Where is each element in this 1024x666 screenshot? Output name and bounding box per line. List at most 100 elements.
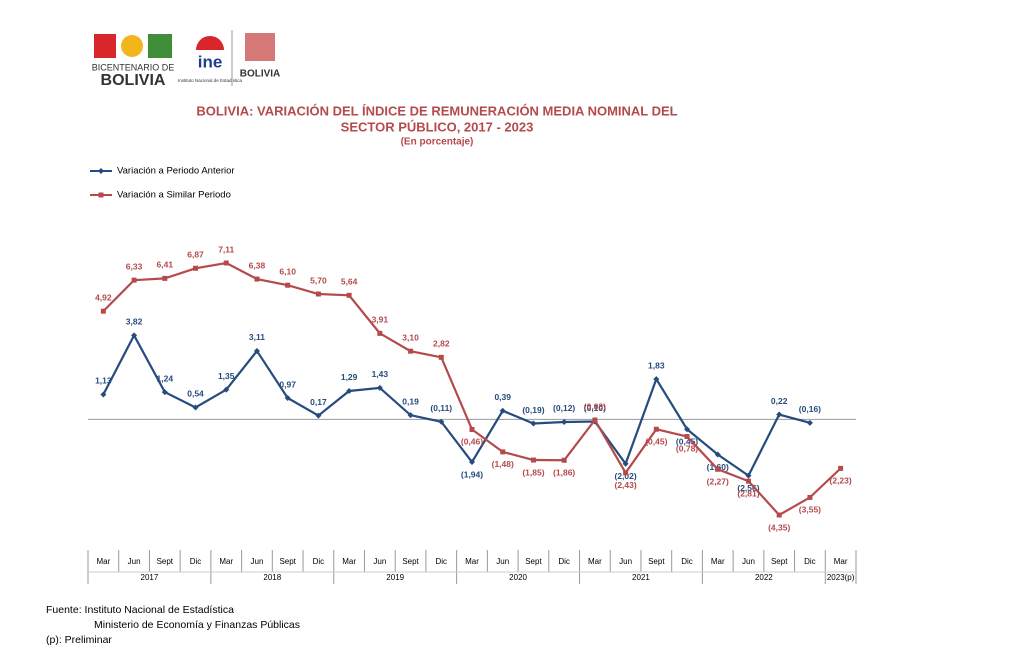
- x-tick-label: Sept: [279, 557, 296, 566]
- chart-subtitle: (En porcentaje): [401, 137, 474, 148]
- year-label: 2019: [386, 573, 404, 582]
- data-label: 5,70: [310, 275, 327, 285]
- logo-text: ine: [198, 52, 223, 71]
- data-label: 0,97: [279, 379, 296, 389]
- point: [223, 260, 229, 266]
- point: [285, 282, 291, 288]
- point: [193, 265, 199, 271]
- data-label: (2,43): [614, 480, 636, 490]
- x-tick-label: Mar: [465, 557, 479, 566]
- data-label: (3,55): [799, 505, 821, 515]
- x-tick-label: Sept: [402, 557, 419, 566]
- year-label: 2017: [141, 573, 159, 582]
- data-label: 1,35: [218, 371, 235, 381]
- x-tick-label: Sept: [525, 557, 542, 566]
- x-tick-label: Jun: [373, 557, 386, 566]
- x-tick-label: Mar: [588, 557, 602, 566]
- x-tick-label: Sept: [771, 557, 788, 566]
- point: [408, 348, 414, 354]
- data-label: 0,22: [771, 396, 788, 406]
- point: [469, 459, 475, 466]
- point: [653, 376, 660, 383]
- point: [684, 433, 690, 439]
- data-label: 0,19: [402, 396, 419, 406]
- x-tick-label: Dic: [313, 557, 325, 566]
- x-tick-label: Dic: [804, 557, 816, 566]
- data-label: 5,64: [341, 277, 358, 287]
- data-label: 7,11: [218, 244, 234, 254]
- legend-marker: [98, 168, 104, 174]
- data-label: (0,10): [584, 403, 606, 413]
- point: [407, 412, 414, 419]
- logo-text: BOLIVIA: [240, 69, 281, 80]
- logo-block: [148, 34, 172, 58]
- point: [162, 275, 168, 281]
- data-label: (1,94): [461, 469, 483, 479]
- x-tick-label: Jun: [619, 557, 632, 566]
- data-label: 6,87: [187, 250, 204, 260]
- x-tick-label: Sept: [157, 557, 174, 566]
- point: [530, 457, 536, 463]
- logo-block: [195, 35, 224, 50]
- point: [561, 457, 567, 463]
- point: [438, 354, 444, 360]
- data-label: (0,46): [461, 437, 483, 447]
- logo-block: [245, 33, 275, 61]
- data-label: 1,13: [95, 376, 112, 386]
- x-tick-label: Jun: [742, 557, 755, 566]
- point: [100, 391, 107, 398]
- x-tick-label: Mar: [711, 557, 725, 566]
- point: [745, 478, 751, 484]
- data-label: (0,19): [522, 405, 544, 415]
- footer-text: Ministerio de Economía y Finanzas Públic…: [94, 619, 300, 631]
- x-tick-label: Dic: [681, 557, 693, 566]
- legend-label: Variación a Similar Periodo: [117, 190, 231, 201]
- data-label: (4,35): [768, 522, 790, 532]
- logo-block: [94, 34, 116, 58]
- data-label: 0,17: [310, 397, 327, 407]
- point: [346, 292, 352, 298]
- point: [653, 426, 659, 432]
- data-label: 0,39: [494, 392, 511, 402]
- point: [622, 460, 629, 467]
- logo-bicentenario: BICENTENARIO DE BOLIVIA: [92, 34, 174, 89]
- x-tick-label: Jun: [496, 557, 509, 566]
- data-label: (2,27): [707, 477, 729, 487]
- x-tick-label: Dic: [190, 557, 202, 566]
- point: [315, 291, 321, 297]
- point: [131, 277, 137, 283]
- point: [377, 330, 383, 336]
- data-label: (2,23): [830, 476, 852, 486]
- data-label: (0,16): [799, 404, 821, 414]
- x-tick-label: Mar: [342, 557, 356, 566]
- data-label: (0,11): [430, 403, 452, 413]
- data-label: 6,10: [279, 266, 296, 276]
- point: [315, 412, 322, 419]
- point: [161, 389, 168, 396]
- point: [715, 466, 721, 472]
- point: [469, 426, 475, 432]
- point: [807, 494, 813, 500]
- year-label: 2020: [509, 573, 527, 582]
- year-label: 2023(p): [827, 573, 855, 582]
- x-tick-label: Dic: [558, 557, 570, 566]
- point: [684, 426, 691, 433]
- x-tick-label: Mar: [96, 557, 110, 566]
- data-label: (0,78): [676, 444, 698, 454]
- data-label: 1,83: [648, 360, 665, 370]
- data-label: (2,02): [614, 471, 636, 481]
- point: [253, 347, 260, 354]
- data-label: 3,82: [126, 317, 143, 327]
- point: [623, 470, 629, 476]
- x-tick-label: Sept: [648, 557, 665, 566]
- point: [745, 472, 752, 479]
- point: [776, 512, 782, 518]
- point: [499, 407, 506, 414]
- point: [254, 276, 260, 282]
- data-label: 1,29: [341, 372, 358, 382]
- point: [192, 404, 199, 411]
- point: [838, 465, 844, 471]
- point: [438, 418, 445, 425]
- logo-text: BOLIVIA: [101, 72, 166, 89]
